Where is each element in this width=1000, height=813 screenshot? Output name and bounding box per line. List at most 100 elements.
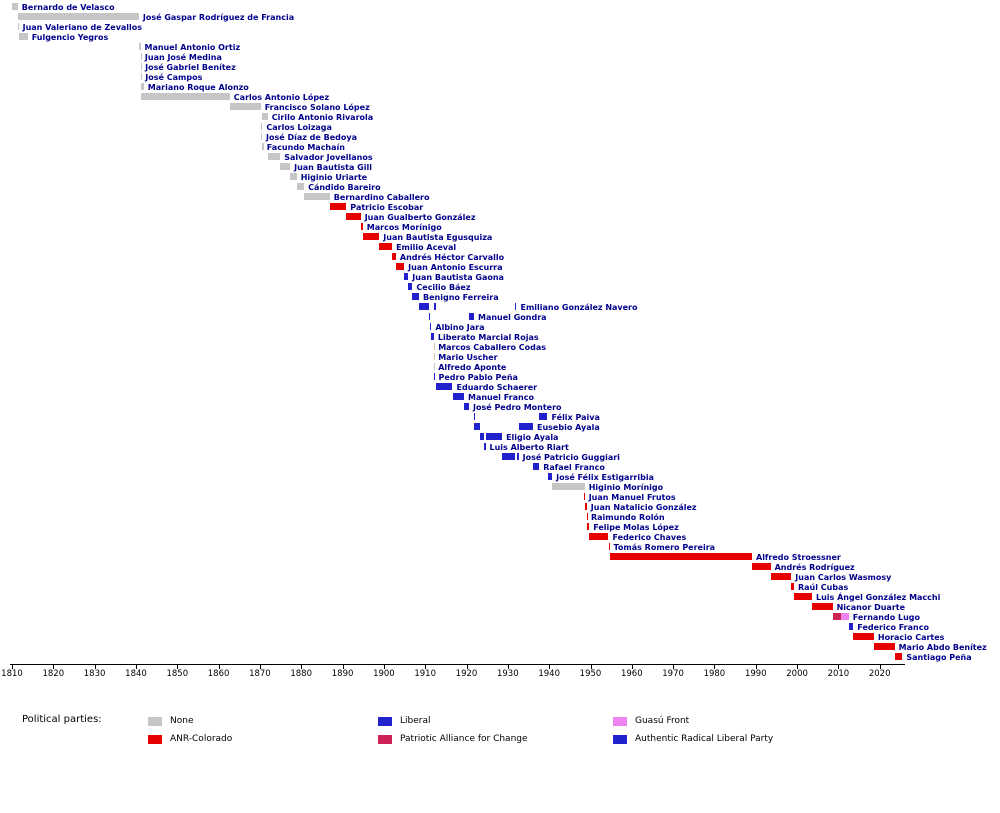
- president-name-label: Nicanor Duarte: [836, 602, 906, 612]
- president-name-label: Bernardino Caballero: [333, 192, 430, 202]
- president-term-bar: [583, 493, 586, 500]
- x-axis-tick-label: 1990: [744, 669, 767, 679]
- president-term-bar: [464, 403, 469, 410]
- x-axis-tick: [53, 665, 55, 669]
- president-name-label: Alfredo Stroessner: [756, 552, 841, 562]
- president-term-bar: [395, 263, 405, 270]
- x-axis-tick: [136, 665, 137, 669]
- president-term-bar: [794, 593, 812, 600]
- x-axis-tick-label: 1960: [620, 669, 643, 679]
- president-name-label: Raúl Cubas: [798, 582, 849, 592]
- president-name-label: Andrés Héctor Carvallo: [399, 252, 505, 262]
- president-term-bar: [791, 583, 794, 590]
- president-name-label: Mariano Roque Alonzo: [147, 82, 249, 92]
- president-name-label: Albino Jara: [435, 322, 485, 332]
- president-name-label: Marcos Caballero Codas: [438, 342, 547, 352]
- president-name-label: Andrés Rodríguez: [774, 562, 855, 572]
- president-term-bar: [434, 303, 436, 310]
- president-term-bar: [419, 303, 429, 310]
- x-axis-tick-label: 1970: [662, 669, 684, 679]
- president-name-label: Cándido Bareiro: [308, 182, 381, 192]
- president-term-bar: [140, 93, 230, 100]
- president-name-label: Manuel Franco: [468, 392, 534, 402]
- legend-swatch: [148, 735, 162, 744]
- president-name-label: Félix Paiva: [551, 412, 600, 422]
- president-name-label: Carlos Loizaga: [266, 122, 332, 132]
- president-term-bar: [290, 173, 297, 180]
- president-term-bar: [433, 343, 436, 350]
- president-term-bar: [229, 103, 261, 110]
- president-term-bar: [840, 613, 849, 620]
- president-name-label: Eligio Ayala: [506, 432, 559, 442]
- x-axis-tick: [466, 665, 468, 669]
- president-term-bar: [480, 433, 484, 440]
- legend-swatch: [378, 735, 392, 744]
- president-name-label: Juan Carlos Wasmosy: [795, 572, 892, 582]
- president-term-bar: [832, 613, 841, 620]
- president-term-bar: [547, 473, 552, 480]
- president-name-label: Juan Antonio Escurra: [408, 262, 503, 272]
- president-name-label: Juan Natalicio González: [590, 502, 697, 512]
- president-name-label: Juan Bautista Egusquiza: [383, 232, 493, 242]
- president-term-bar: [812, 603, 833, 610]
- president-name-label: José Patricio Guggiari: [522, 452, 620, 462]
- president-name-label: Fulgencio Yegros: [31, 32, 109, 42]
- x-axis-tick: [631, 665, 633, 669]
- president-name-label: Higinio Morínigo: [588, 482, 664, 492]
- president-term-bar: [12, 3, 18, 10]
- x-axis-tick-label: 1980: [703, 669, 726, 679]
- president-term-bar: [346, 213, 361, 220]
- legend-label: Patriotic Alliance for Change: [400, 734, 528, 744]
- x-axis-tick-label: 2000: [786, 669, 808, 679]
- president-term-bar: [533, 463, 540, 470]
- x-axis-tick-label: 1860: [207, 669, 230, 679]
- president-name-label: José Campos: [145, 72, 203, 82]
- president-term-bar: [502, 453, 516, 460]
- x-axis-tick-label: 1890: [331, 669, 354, 679]
- president-name-label: Mario Abdo Benítez: [898, 642, 987, 652]
- x-axis-tick-label: 1840: [125, 669, 147, 679]
- president-name-label: Marcos Morínigo: [366, 222, 442, 232]
- president-term-bar: [609, 553, 753, 560]
- president-term-bar: [469, 313, 474, 320]
- president-name-label: Higinio Uriarte: [300, 172, 368, 182]
- president-name-label: Cecilio Báez: [416, 282, 471, 292]
- president-term-bar: [853, 633, 874, 640]
- president-term-bar: [429, 323, 432, 330]
- x-axis-tick: [259, 665, 261, 669]
- president-term-bar: [483, 443, 486, 450]
- president-term-bar: [304, 193, 330, 200]
- president-term-bar: [873, 643, 895, 650]
- x-axis-tick-label: 1950: [579, 669, 602, 679]
- president-name-label: Manuel Gondra: [478, 312, 547, 322]
- president-name-label: Facundo Machaín: [266, 142, 345, 152]
- president-term-bar: [589, 533, 609, 540]
- president-term-bar: [17, 23, 19, 30]
- president-term-bar: [433, 363, 436, 370]
- president-name-label: Fernando Lugo: [852, 612, 921, 622]
- president-name-label: Salvador Jovellanos: [284, 152, 373, 162]
- president-name-label: José Félix Estigarribia: [556, 472, 654, 482]
- president-name-label: Luis Alberto Riart: [489, 442, 569, 452]
- x-axis-tick-label: 1850: [166, 669, 189, 679]
- president-term-bar: [474, 413, 476, 420]
- president-name-label: Juan Gualberto González: [364, 212, 476, 222]
- legend-swatch: [148, 717, 162, 726]
- president-name-label: Federico Chaves: [612, 532, 687, 542]
- president-name-label: Liberato Marcial Rojas: [437, 332, 539, 342]
- president-name-label: Mario Uscher: [438, 352, 498, 362]
- president-term-bar: [329, 203, 347, 210]
- x-axis-tick: [838, 665, 840, 669]
- x-axis-tick: [425, 665, 427, 669]
- president-term-bar: [17, 13, 139, 20]
- president-term-bar: [552, 483, 585, 490]
- president-term-bar: [379, 243, 393, 250]
- x-axis-tick: [879, 665, 881, 669]
- president-term-bar: [360, 223, 363, 230]
- president-name-label: José Gaspar Rodríguez de Francia: [142, 12, 295, 22]
- president-term-bar: [433, 353, 436, 360]
- x-axis-tick-label: 1870: [249, 669, 271, 679]
- x-axis-tick-label: 1820: [42, 669, 65, 679]
- x-axis-tick-label: 2010: [827, 669, 850, 679]
